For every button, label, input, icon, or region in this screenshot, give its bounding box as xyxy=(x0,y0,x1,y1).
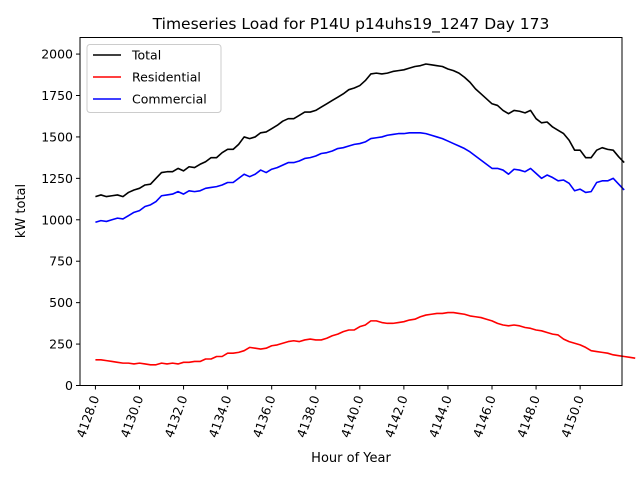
x-tick-label: 4148.0 xyxy=(514,393,543,439)
y-tick-label: 1250 xyxy=(41,171,73,186)
series-line-residential xyxy=(95,311,636,366)
legend-box xyxy=(86,44,222,113)
legend-label-commercial: Commercial xyxy=(132,92,207,107)
x-axis-label: Hour of Year xyxy=(311,451,391,466)
y-tick-label: 1750 xyxy=(41,88,73,103)
y-tick-label: 1000 xyxy=(41,212,73,227)
x-tick-label: 4140.0 xyxy=(338,393,367,439)
x-tick-label: 4150.0 xyxy=(558,393,587,439)
plot-area xyxy=(79,37,636,386)
x-tick-label: 4142.0 xyxy=(382,393,411,439)
y-tick-label: 1500 xyxy=(41,129,73,144)
x-tick-label: 4130.0 xyxy=(117,393,146,439)
axes-frame xyxy=(79,37,623,386)
x-tick-label: 4132.0 xyxy=(161,393,190,439)
series-line-total xyxy=(95,63,625,198)
y-axis: 0 250 500 750 1000 1250 1500 1750 2000 xyxy=(41,47,80,393)
legend-label-total: Total xyxy=(131,48,161,63)
y-tick-label: 0 xyxy=(65,378,73,393)
legend-label-residential: Residential xyxy=(132,70,201,85)
y-tick-label: 2000 xyxy=(41,47,73,62)
x-tick-label: 4128.0 xyxy=(73,393,102,439)
y-axis-label: kW total xyxy=(14,184,29,238)
chart-title: Timeseries Load for P14U p14uhs19_1247 D… xyxy=(152,15,550,34)
x-axis: 4128.0 4130.0 4132.0 4134.0 4136.0 4138.0 4140… xyxy=(73,385,587,440)
x-tick-label: 4146.0 xyxy=(470,393,499,439)
y-tick-label: 500 xyxy=(49,295,73,310)
x-tick-label: 4134.0 xyxy=(205,393,234,439)
series-line-commercial xyxy=(95,131,625,224)
x-tick-label: 4144.0 xyxy=(426,393,455,439)
series-layer xyxy=(95,63,636,366)
legend: Total Residential Commercial xyxy=(86,44,222,113)
x-tick-label: 4138.0 xyxy=(294,393,323,439)
y-tick-label: 750 xyxy=(49,254,73,269)
x-tick-label: 4136.0 xyxy=(249,393,278,439)
y-tick-label: 250 xyxy=(49,337,73,352)
